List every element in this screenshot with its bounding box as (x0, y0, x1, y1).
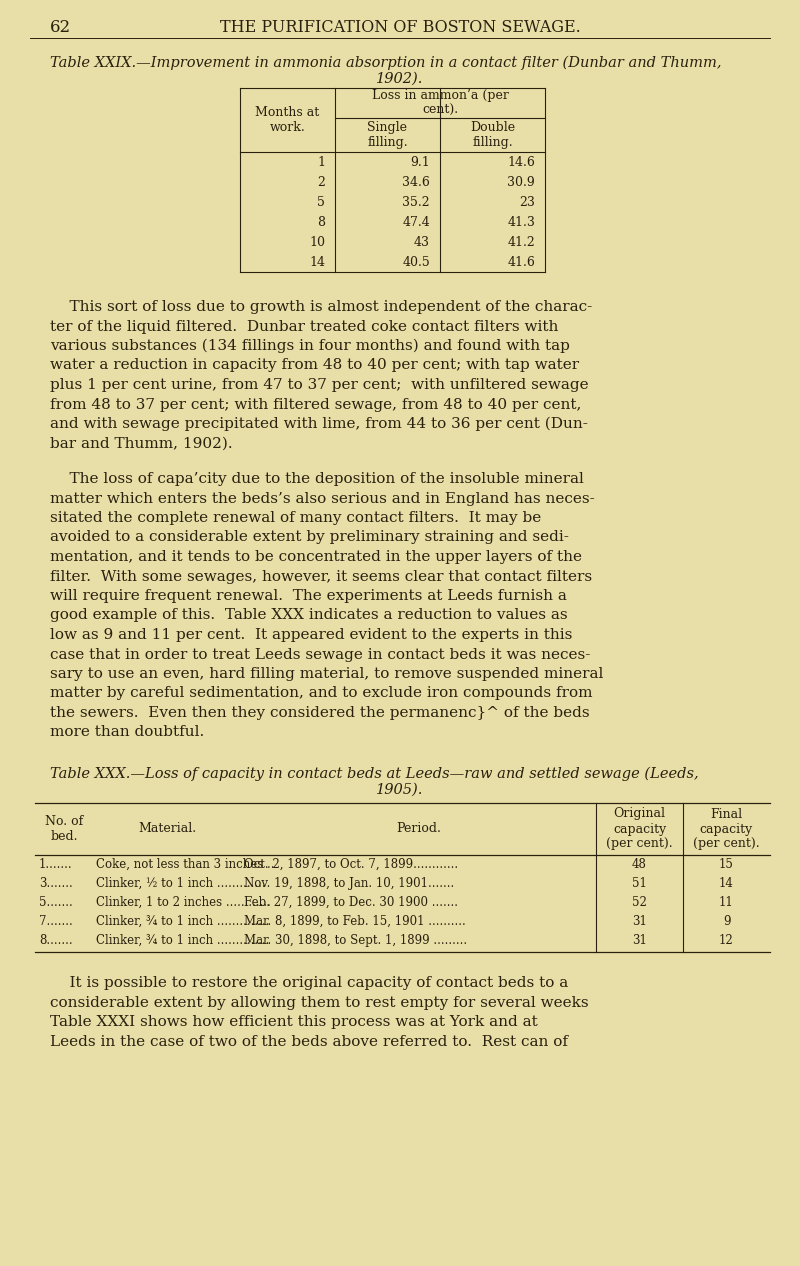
Text: 9: 9 (722, 915, 730, 928)
Text: 62: 62 (50, 19, 71, 37)
Text: 1905).: 1905). (376, 782, 424, 798)
Text: 52: 52 (632, 896, 647, 909)
Text: plus 1 per cent urine, from 47 to 37 per cent;  with unfiltered sewage: plus 1 per cent urine, from 47 to 37 per… (50, 379, 589, 392)
Text: and with sewage precipitated with lime, from 44 to 36 per cent (Dun-: and with sewage precipitated with lime, … (50, 417, 588, 432)
Text: 31: 31 (632, 934, 647, 947)
Text: 41.3: 41.3 (507, 215, 535, 228)
Text: 35.2: 35.2 (402, 195, 430, 209)
Text: considerable extent by allowing them to rest empty for several weeks: considerable extent by allowing them to … (50, 995, 589, 1009)
Text: 31: 31 (632, 915, 647, 928)
Text: the sewers.  Even then they considered the permanenc}^ of the beds: the sewers. Even then they considered th… (50, 706, 590, 720)
Text: 8: 8 (317, 215, 325, 228)
Text: case that in order to treat Leeds sewage in contact beds it was neces-: case that in order to treat Leeds sewage… (50, 647, 590, 662)
Text: 30.9: 30.9 (507, 176, 535, 189)
Text: Mar. 8, 1899, to Feb. 15, 1901 ..........: Mar. 8, 1899, to Feb. 15, 1901 .........… (244, 915, 466, 928)
Text: 34.6: 34.6 (402, 176, 430, 189)
Text: 41.2: 41.2 (507, 235, 535, 248)
Text: will require frequent renewal.  The experiments at Leeds furnish a: will require frequent renewal. The exper… (50, 589, 567, 603)
Text: good example of this.  Table XXX indicates a reduction to values as: good example of this. Table XXX indicate… (50, 609, 568, 623)
Text: Clinker, ¾ to 1 inch ..............: Clinker, ¾ to 1 inch .............. (96, 915, 270, 928)
Text: 5: 5 (317, 195, 325, 209)
Text: 14.6: 14.6 (507, 156, 535, 168)
Text: 23: 23 (519, 195, 535, 209)
Text: mentation, and it tends to be concentrated in the upper layers of the: mentation, and it tends to be concentrat… (50, 549, 582, 563)
Text: 3.......: 3....... (39, 877, 73, 890)
Text: water a reduction in capacity from 48 to 40 per cent; with tap water: water a reduction in capacity from 48 to… (50, 358, 579, 372)
Text: It is possible to restore the original capacity of contact beds to a: It is possible to restore the original c… (50, 976, 568, 990)
Text: 14: 14 (309, 256, 325, 268)
Text: Months at
work.: Months at work. (255, 106, 320, 134)
Text: Table XXIX.—Improvement in ammonia absorption in a contact filter (Dunbar and Th: Table XXIX.—Improvement in ammonia absor… (50, 56, 722, 71)
Text: 7.......: 7....... (39, 915, 73, 928)
Text: Loss in ammon’a (per
cent).: Loss in ammon’a (per cent). (371, 89, 509, 116)
Text: Double
filling.: Double filling. (470, 122, 515, 149)
Text: more than doubtful.: more than doubtful. (50, 725, 204, 739)
Text: 15: 15 (719, 858, 734, 871)
Text: Feb. 27, 1899, to Dec. 30 1900 .......: Feb. 27, 1899, to Dec. 30 1900 ....... (244, 896, 458, 909)
Text: Mar. 30, 1898, to Sept. 1, 1899 .........: Mar. 30, 1898, to Sept. 1, 1899 ........… (244, 934, 467, 947)
Text: THE PURIFICATION OF BOSTON SEWAGE.: THE PURIFICATION OF BOSTON SEWAGE. (220, 19, 580, 37)
Text: 48: 48 (632, 858, 647, 871)
Text: Material.: Material. (138, 823, 196, 836)
Text: 47.4: 47.4 (402, 215, 430, 228)
Text: Table XXX.—Loss of capacity in contact beds at Leeds—raw and settled sewage (Lee: Table XXX.—Loss of capacity in contact b… (50, 767, 698, 781)
Text: ter of the liquid filtered.  Dunbar treated coke contact filters with: ter of the liquid filtered. Dunbar treat… (50, 319, 558, 333)
Text: 1: 1 (317, 156, 325, 168)
Text: Single
filling.: Single filling. (367, 122, 408, 149)
Text: Clinker, ¾ to 1 inch ..............: Clinker, ¾ to 1 inch .............. (96, 934, 270, 947)
Text: 8.......: 8....... (39, 934, 73, 947)
Text: 10: 10 (309, 235, 325, 248)
Text: Oct. 2, 1897, to Oct. 7, 1899............: Oct. 2, 1897, to Oct. 7, 1899...........… (244, 858, 458, 871)
Text: Period.: Period. (396, 823, 441, 836)
Text: Clinker, 1 to 2 inches ............: Clinker, 1 to 2 inches ............ (96, 896, 271, 909)
Text: sary to use an even, hard filling material, to remove suspended mineral: sary to use an even, hard filling materi… (50, 667, 603, 681)
Text: low as 9 and 11 per cent.  It appeared evident to the experts in this: low as 9 and 11 per cent. It appeared ev… (50, 628, 572, 642)
Text: avoided to a considerable extent by preliminary straining and sedi-: avoided to a considerable extent by prel… (50, 530, 569, 544)
Text: 41.6: 41.6 (507, 256, 535, 268)
Text: 1.......: 1....... (39, 858, 73, 871)
Text: Table XXXI shows how efficient this process was at York and at: Table XXXI shows how efficient this proc… (50, 1015, 538, 1029)
Text: matter by careful sedimentation, and to exclude iron compounds from: matter by careful sedimentation, and to … (50, 686, 593, 700)
Text: 5.......: 5....... (39, 896, 73, 909)
Text: Nov. 19, 1898, to Jan. 10, 1901.......: Nov. 19, 1898, to Jan. 10, 1901....... (244, 877, 454, 890)
Text: filter.  With some sewages, however, it seems clear that contact filters: filter. With some sewages, however, it s… (50, 570, 592, 584)
Text: 9.1: 9.1 (410, 156, 430, 168)
Text: Clinker, ½ to 1 inch .............: Clinker, ½ to 1 inch ............. (96, 877, 266, 890)
Text: 1902).: 1902). (376, 72, 424, 86)
Text: matter which enters the beds’s also serious and in England has neces-: matter which enters the beds’s also seri… (50, 491, 594, 505)
Text: from 48 to 37 per cent; with filtered sewage, from 48 to 40 per cent,: from 48 to 37 per cent; with filtered se… (50, 398, 582, 411)
Text: The loss of capa’city due to the deposition of the insoluble mineral: The loss of capa’city due to the deposit… (50, 472, 584, 486)
Text: Original
capacity
(per cent).: Original capacity (per cent). (606, 808, 673, 851)
Text: 14: 14 (719, 877, 734, 890)
Text: various substances (134 fillings in four months) and found with tap: various substances (134 fillings in four… (50, 339, 570, 353)
Text: 51: 51 (632, 877, 647, 890)
Text: This sort of loss due to growth is almost independent of the charac-: This sort of loss due to growth is almos… (50, 300, 592, 314)
Text: 11: 11 (719, 896, 734, 909)
Text: Final
capacity
(per cent).: Final capacity (per cent). (693, 808, 760, 851)
Text: Coke, not less than 3 inches ..: Coke, not less than 3 inches .. (96, 858, 274, 871)
Text: 40.5: 40.5 (402, 256, 430, 268)
Text: Leeds in the case of two of the beds above referred to.  Rest can of: Leeds in the case of two of the beds abo… (50, 1034, 568, 1048)
Text: 43: 43 (414, 235, 430, 248)
Text: bar and Thumm, 1902).: bar and Thumm, 1902). (50, 437, 233, 451)
Text: 2: 2 (317, 176, 325, 189)
Text: 12: 12 (719, 934, 734, 947)
Text: No. of
bed.: No. of bed. (45, 815, 83, 843)
Text: sitated the complete renewal of many contact filters.  It may be: sitated the complete renewal of many con… (50, 511, 542, 525)
